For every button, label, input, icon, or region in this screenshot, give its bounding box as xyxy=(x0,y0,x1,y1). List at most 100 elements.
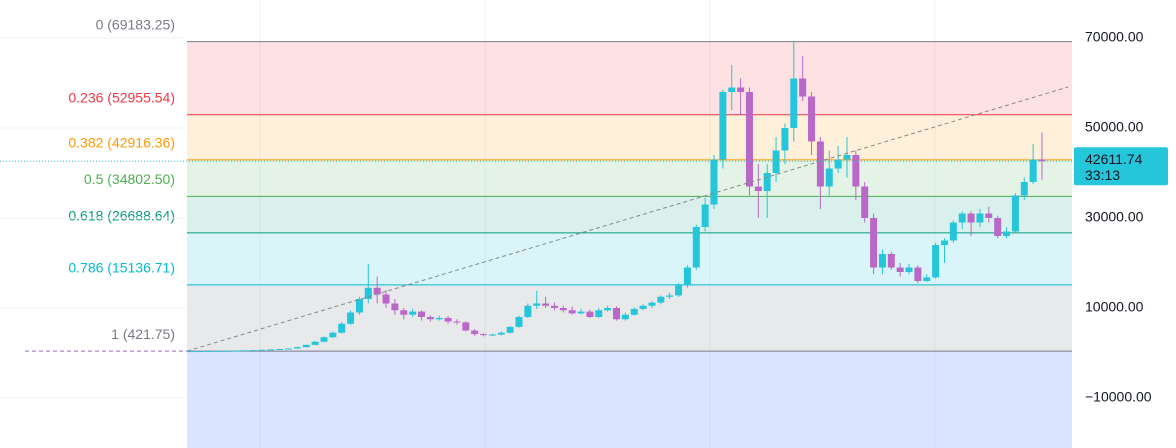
candle-body xyxy=(852,154,860,187)
candle-body xyxy=(276,348,284,350)
candle-body xyxy=(1038,159,1046,162)
candle-body xyxy=(453,321,461,323)
candle-body xyxy=(781,127,789,151)
candle-body xyxy=(285,348,293,350)
candle-body xyxy=(524,305,532,317)
fib-zones: 0 (69183.25) 0.236 (52955.54) 0.382 (42916… xyxy=(68,16,1072,448)
candle-body xyxy=(905,267,913,272)
candle-body xyxy=(1020,181,1028,196)
candle-body xyxy=(497,332,505,335)
candle-body xyxy=(338,323,346,333)
trend-line xyxy=(186,86,1069,352)
candle-body xyxy=(1003,231,1011,236)
y-tick-label: 30000.00 xyxy=(1085,209,1144,225)
candle-body xyxy=(533,303,541,306)
candle-body xyxy=(329,332,337,338)
candle-body xyxy=(914,267,922,281)
fib-zone xyxy=(187,159,1072,197)
candle-body xyxy=(444,317,452,322)
candle-body xyxy=(790,78,798,128)
price-axis: 70000.00 50000.00 30000.00 10000.00 −10000.0… xyxy=(1074,29,1168,405)
fib-label: 0.236 (52955.54) xyxy=(68,89,175,105)
candle-body xyxy=(985,213,993,218)
y-tick-label: 10000.00 xyxy=(1085,299,1144,315)
candle-body xyxy=(808,96,816,142)
candle-body xyxy=(772,150,780,173)
candle-body xyxy=(666,295,674,297)
candle-body xyxy=(258,349,266,351)
fib-zone xyxy=(187,196,1072,233)
candle-body xyxy=(373,287,381,295)
candle-body xyxy=(710,159,718,205)
fib-label: 1 (421.75) xyxy=(111,326,175,342)
candle-body xyxy=(701,204,709,227)
candle-body xyxy=(347,312,355,324)
candle-body xyxy=(745,91,753,187)
candle-body xyxy=(923,277,931,281)
candle-body xyxy=(870,217,878,268)
candle-body xyxy=(488,334,496,336)
last-price-label: 42611.74 xyxy=(1085,151,1143,167)
candle-body xyxy=(355,298,363,313)
candle-body xyxy=(426,316,434,320)
candle-body xyxy=(754,186,762,191)
candle-body xyxy=(205,350,213,352)
candle-body xyxy=(391,303,399,311)
candle-body xyxy=(542,303,550,306)
candle-body xyxy=(932,244,940,278)
candle-body xyxy=(949,222,957,241)
candle-body xyxy=(214,350,222,352)
candle-body xyxy=(940,240,948,245)
y-tick-label: 70000.00 xyxy=(1085,29,1144,45)
candle-body xyxy=(887,253,895,268)
last-price-badge xyxy=(1074,147,1168,186)
fib-zone xyxy=(187,351,1072,448)
candle-body xyxy=(249,350,257,352)
candle-body xyxy=(958,213,966,223)
candle-body xyxy=(462,322,470,331)
overlays xyxy=(0,86,1072,352)
candle-body xyxy=(657,296,665,303)
candle-body xyxy=(683,267,691,286)
candle-body xyxy=(630,308,638,315)
candle-body xyxy=(187,351,195,353)
candle-body xyxy=(409,311,417,315)
candle-body xyxy=(621,314,629,320)
fib-zone xyxy=(187,114,1072,160)
candle-body xyxy=(506,326,514,333)
fib-label: 0.382 (42916.36) xyxy=(68,135,175,151)
fib-zone xyxy=(187,41,1072,115)
candle-body xyxy=(480,334,488,336)
candle-body xyxy=(834,159,842,169)
candle-body xyxy=(515,316,523,327)
candle-body xyxy=(639,305,647,309)
candle-body xyxy=(967,213,975,223)
candles xyxy=(187,42,1046,353)
candle-body xyxy=(816,141,824,187)
candle-body xyxy=(1029,159,1037,182)
candle-body xyxy=(613,307,620,320)
fib-label: 0.5 (34802.50) xyxy=(84,171,175,187)
candle-body xyxy=(976,213,984,223)
candle-body xyxy=(196,351,204,353)
grid xyxy=(0,37,186,399)
candle-body xyxy=(896,267,904,272)
candle-body xyxy=(222,350,230,352)
candle-body xyxy=(719,91,727,160)
candle-body xyxy=(878,253,886,268)
candle-body xyxy=(604,307,612,311)
candle-body xyxy=(577,311,585,314)
candle-body xyxy=(675,285,683,296)
fib-label: 0.618 (26688.64) xyxy=(68,208,175,224)
candle-body xyxy=(799,78,807,97)
fib-label: 0 (69183.25) xyxy=(96,16,175,32)
candle-body xyxy=(320,337,328,342)
fib-zone xyxy=(187,232,1072,285)
candle-body xyxy=(728,87,736,92)
candle-body xyxy=(293,347,301,349)
candle-body xyxy=(1011,195,1019,232)
candle-body xyxy=(692,226,700,268)
candle-body xyxy=(843,154,851,160)
candle-body xyxy=(417,311,425,317)
